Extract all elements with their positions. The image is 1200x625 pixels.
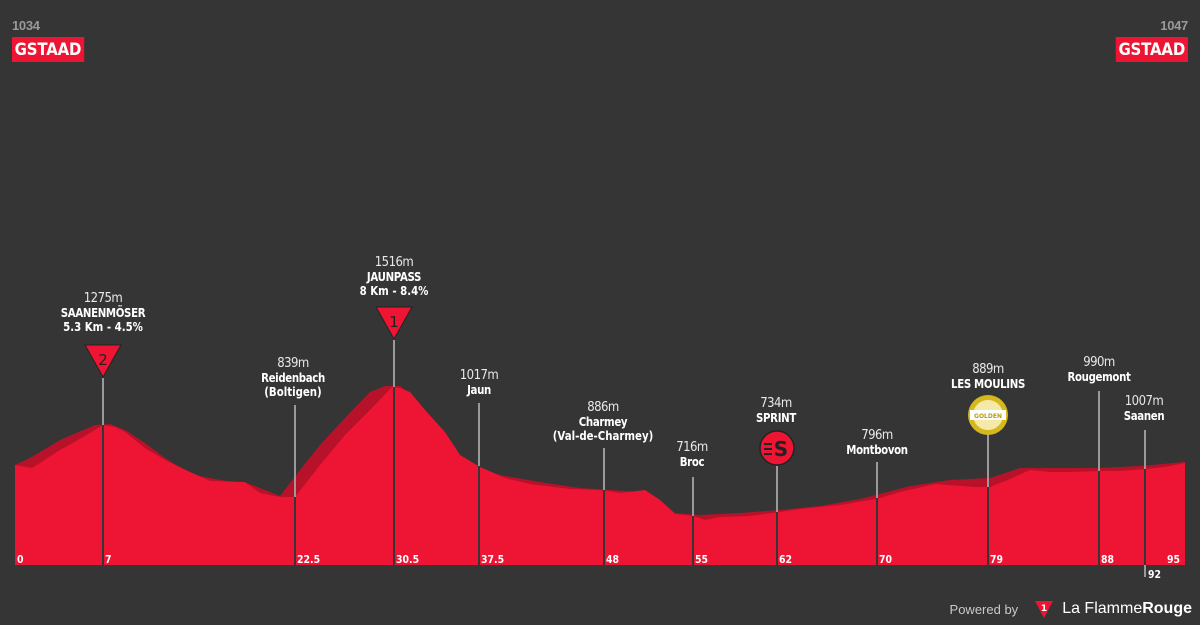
km-tick: 62 bbox=[779, 553, 793, 566]
start-label: 1034 GSTAAD bbox=[12, 18, 94, 62]
start-town: GSTAAD bbox=[12, 37, 84, 62]
km-tick: 55 bbox=[695, 553, 709, 566]
svg-text:S: S bbox=[774, 437, 788, 461]
svg-text:GOLDEN: GOLDEN bbox=[974, 413, 1002, 420]
waypoint-name: JAUNPASS bbox=[366, 270, 422, 284]
brand-name: La FlammeRouge bbox=[1062, 600, 1192, 618]
km-tick: 22.5 bbox=[297, 553, 321, 566]
km-tick: 7 bbox=[105, 553, 112, 566]
svg-text:2: 2 bbox=[98, 351, 108, 369]
finish-town: GSTAAD bbox=[1116, 37, 1188, 62]
waypoint-name: Reidenbach bbox=[261, 371, 325, 385]
km-tick: 37.5 bbox=[481, 553, 505, 566]
climb-stats: 5.3 Km - 4.5% bbox=[63, 320, 143, 334]
waypoint-subname: (Boltigen) bbox=[264, 385, 322, 399]
waypoint-saanenmoser: 1275m SAANENMÖSER 5.3 Km - 4.5% bbox=[53, 291, 152, 335]
la-flamme-rouge-logo-icon: 1 bbox=[1035, 601, 1054, 618]
waypoint-name: SPRINT bbox=[756, 411, 796, 425]
waypoint-name: Broc bbox=[679, 455, 705, 469]
waypoint-saanen: 1007m Saanen bbox=[1120, 394, 1168, 424]
waypoint-name: Jaun bbox=[467, 383, 491, 397]
waypoint-jaunpass: 1516m JAUNPASS 8 Km - 8.4% bbox=[354, 255, 435, 299]
finish-elevation: 1047 bbox=[1160, 18, 1188, 33]
waypoint-altitude: 796m bbox=[861, 428, 893, 443]
waypoint-subname: (Val-de-Charmey) bbox=[552, 429, 654, 443]
km-tick: 48 bbox=[606, 553, 620, 566]
waypoint-altitude: 990m bbox=[1083, 355, 1115, 370]
finish-label: 1047 GSTAAD bbox=[1106, 18, 1188, 62]
waypoint-rougemont: 990m Rougemont bbox=[1062, 355, 1136, 385]
waypoint-altitude: 839m bbox=[277, 356, 309, 371]
km-dividers bbox=[102, 387, 1146, 565]
svg-text:1: 1 bbox=[389, 313, 399, 331]
waypoint-altitude: 1275m bbox=[83, 291, 123, 306]
waypoint-altitude: 1007m bbox=[1124, 394, 1164, 409]
waypoint-name: Saanen bbox=[1123, 409, 1165, 423]
sprint-icon: S bbox=[759, 430, 795, 466]
km-tick: 0 bbox=[17, 553, 24, 566]
km-tick: 88 bbox=[1101, 553, 1115, 566]
waypoint-jaun: 1017m Jaun bbox=[458, 368, 501, 398]
kom-cat1-icon: 1 bbox=[375, 306, 413, 341]
waypoint-altitude: 1516m bbox=[374, 255, 414, 270]
waypoint-name: SAANENMÖSER bbox=[60, 306, 146, 320]
waypoint-name: Montbovon bbox=[846, 443, 908, 457]
start-elevation: 1034 bbox=[12, 18, 40, 33]
waypoint-charmey: 886m Charmey (Val-de-Charmey) bbox=[544, 400, 662, 444]
waypoint-montbovon: 796m Montbovon bbox=[841, 428, 913, 458]
kom-cat2-icon: 2 bbox=[84, 344, 122, 379]
waypoint-reidenbach: 839m Reidenbach (Boltigen) bbox=[255, 356, 330, 400]
km-tick: 70 bbox=[879, 553, 893, 566]
waypoint-altitude: 889m bbox=[972, 362, 1004, 377]
waypoint-name: LES MOULINS bbox=[951, 377, 1025, 391]
profile-fill bbox=[15, 387, 1185, 565]
climb-stats: 8 Km - 8.4% bbox=[359, 284, 429, 298]
waypoint-altitude: 734m bbox=[760, 396, 792, 411]
golden-km-badge-icon: GOLDEN bbox=[968, 395, 1008, 435]
waypoint-lines bbox=[102, 340, 1146, 577]
km-tick: 79 bbox=[990, 553, 1004, 566]
waypoint-altitude: 1017m bbox=[459, 368, 499, 383]
waypoint-sprint: 734m SPRINT bbox=[753, 396, 800, 426]
waypoint-les-moulins: 889m LES MOULINS bbox=[945, 362, 1032, 392]
waypoint-broc: 716m Broc bbox=[674, 440, 709, 470]
brand-name-part2: Rouge bbox=[1142, 600, 1192, 617]
km-tick-below: 92 bbox=[1148, 568, 1162, 581]
footer-branding: Powered by 1 La FlammeRouge bbox=[950, 599, 1192, 619]
brand-name-part1: La Flamme bbox=[1062, 600, 1143, 617]
waypoint-name: Rougemont bbox=[1067, 370, 1131, 384]
powered-by-text: Powered by bbox=[949, 601, 1019, 617]
waypoint-name: Charmey bbox=[578, 415, 628, 429]
waypoint-altitude: 716m bbox=[676, 440, 708, 455]
km-tick: 95 bbox=[1167, 553, 1181, 566]
km-tick: 30.5 bbox=[396, 553, 420, 566]
waypoint-altitude: 886m bbox=[587, 400, 619, 415]
svg-text:1: 1 bbox=[1041, 604, 1047, 614]
